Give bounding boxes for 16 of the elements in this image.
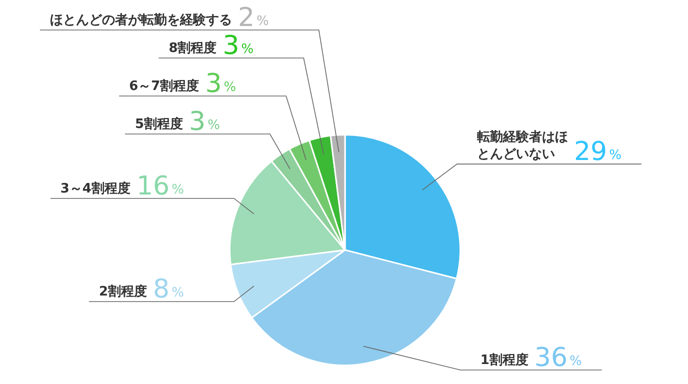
data-label: 36%: [534, 343, 582, 373]
data-label: 29%: [574, 137, 622, 168]
slice-label: 1割程度: [480, 352, 528, 368]
data-label: 3%: [189, 107, 220, 137]
slice-label: ほとんどの者が転勤を経験する: [50, 13, 232, 28]
slice-label: 3～4割程度: [60, 180, 130, 196]
slice-label: 5割程度: [134, 116, 184, 132]
slice-label: 6～7割程度: [129, 78, 200, 94]
data-label: 3%: [222, 31, 254, 61]
data-label: 2%: [238, 3, 269, 33]
slice-label: 転勤経験者はほとんどいない: [476, 130, 568, 162]
data-label: 8%: [153, 274, 184, 305]
data-label: 16%: [136, 171, 184, 202]
data-label: 3%: [205, 69, 236, 99]
slice-label: 8割程度: [168, 40, 217, 56]
slice-label: 2割程度: [98, 284, 148, 300]
